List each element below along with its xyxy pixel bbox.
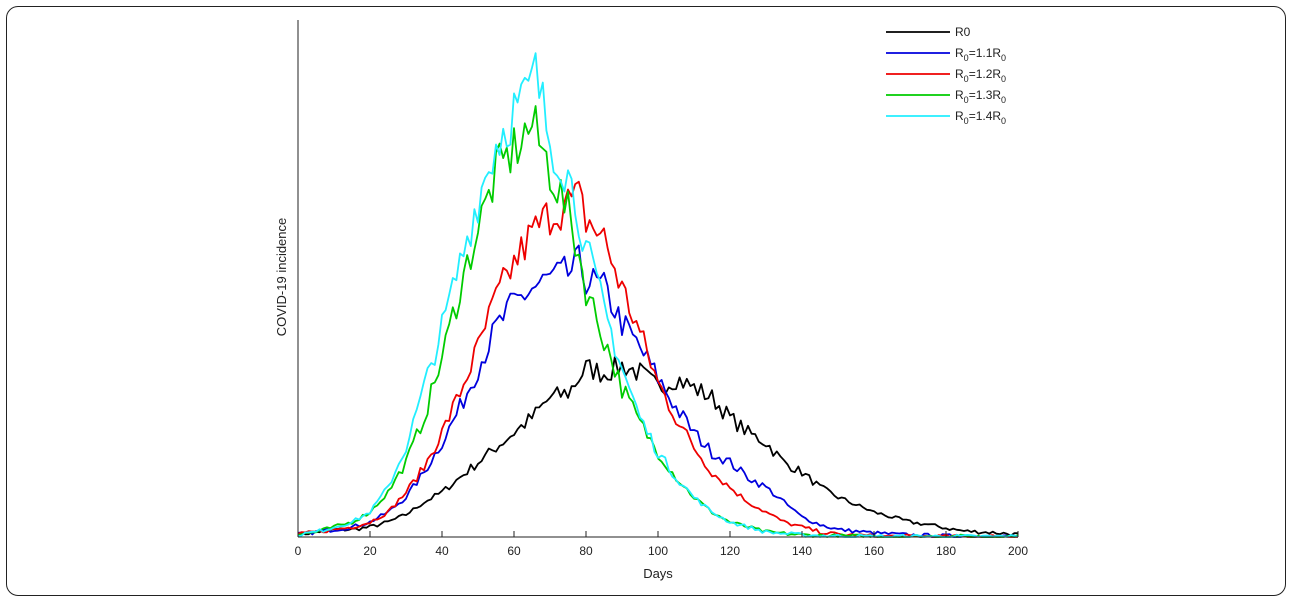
x-tick-label: 120 <box>720 544 740 558</box>
legend: R0 R0=1.1R0 R0=1.2R0 R0=1.3R0 R0=1.4R0 <box>886 25 1006 126</box>
line-chart: 0 20 40 60 80 100 120 140 160 180 200 R0R0=1.1R0R0… <box>274 20 1028 581</box>
axes: 0 20 40 60 80 100 120 140 160 180 200 <box>295 20 1028 558</box>
legend-entry-label: R0=1.1R0 <box>955 46 1006 63</box>
x-axis-label: Days <box>643 566 673 581</box>
y-axis-label: COVID-19 incidence <box>274 218 289 337</box>
x-tick-label: 40 <box>435 544 449 558</box>
x-tick-label: 60 <box>507 544 521 558</box>
series-line-4 <box>297 52 1019 538</box>
x-tick-label: 180 <box>936 544 956 558</box>
x-tick-label: 160 <box>864 544 884 558</box>
series-line-3 <box>297 105 1019 538</box>
legend-entry-label: R0=1.4R0 <box>955 109 1006 126</box>
legend-entry-label: R0 <box>955 25 971 39</box>
series-line-1 <box>297 244 1019 538</box>
legend-entry-label: R0=1.2R0 <box>955 67 1006 84</box>
x-tick-label: 20 <box>363 544 377 558</box>
series-line-2 <box>297 180 1018 538</box>
x-tick-label: 200 <box>1008 544 1028 558</box>
x-tick-label: 0 <box>295 544 302 558</box>
x-tick-label: 140 <box>792 544 812 558</box>
x-tick-label: 100 <box>648 544 668 558</box>
legend-entry-label: R0=1.3R0 <box>955 88 1006 105</box>
plot-area <box>297 52 1019 538</box>
x-tick-label: 80 <box>579 544 593 558</box>
